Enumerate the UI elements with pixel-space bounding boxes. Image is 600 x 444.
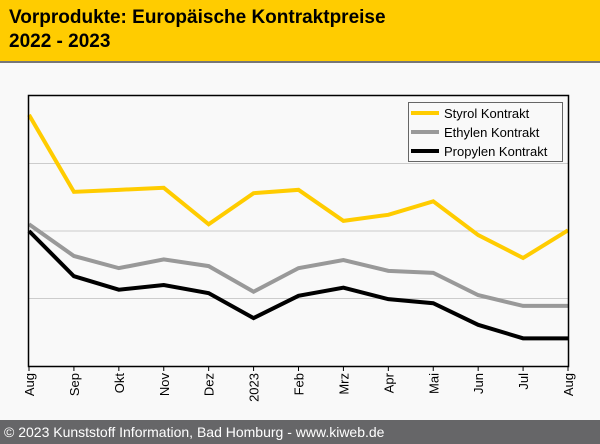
- x-tick-label-10: Jun: [471, 373, 486, 394]
- legend-item-ethylen: Ethylen Kontrakt: [411, 123, 539, 141]
- x-tick-label-6: Feb: [292, 373, 307, 395]
- x-tick-label-5: 2023: [247, 373, 262, 402]
- x-tick-label-8: Apr: [381, 372, 396, 393]
- chart-title: Vorprodukte: Europäische Kontraktpreise …: [9, 6, 386, 54]
- legend-swatch-ethylen: [411, 130, 439, 134]
- x-tick-label-4: Dez: [202, 373, 217, 396]
- x-tick-label-1: Sep: [67, 373, 82, 396]
- x-tick-label-3: Nov: [157, 373, 172, 397]
- legend-swatch-propylen: [411, 149, 439, 153]
- x-tick-label-11: Jul: [516, 373, 531, 390]
- legend-label-ethylen: Ethylen Kontrakt: [444, 124, 540, 140]
- x-tick-label-9: Mai: [426, 373, 441, 394]
- copyright-text: © 2023 Kunststoff Information, Bad Hombu…: [4, 424, 385, 440]
- chart-title-line2: 2022 - 2023: [9, 31, 111, 52]
- x-tick-label-12: Aug: [561, 373, 576, 396]
- chart-title-line1: Vorprodukte: Europäische Kontraktpreise: [9, 7, 386, 28]
- chart-header: Vorprodukte: Europäische Kontraktpreise …: [0, 0, 600, 63]
- x-tick-label-0: Aug: [22, 373, 37, 396]
- copyright-footer: © 2023 Kunststoff Information, Bad Hombu…: [0, 420, 600, 444]
- legend-swatch-styrol: [411, 111, 439, 115]
- legend-item-propylen: Propylen Kontrakt: [411, 142, 547, 160]
- x-tick-label-7: Mrz: [336, 373, 351, 395]
- chart-legend: Styrol Kontrakt Ethylen Kontrakt Propyle…: [408, 102, 563, 162]
- legend-item-styrol: Styrol Kontrakt: [411, 104, 529, 122]
- legend-label-styrol: Styrol Kontrakt: [444, 105, 530, 121]
- x-tick-label-2: Okt: [112, 373, 127, 394]
- legend-label-propylen: Propylen Kontrakt: [444, 143, 548, 159]
